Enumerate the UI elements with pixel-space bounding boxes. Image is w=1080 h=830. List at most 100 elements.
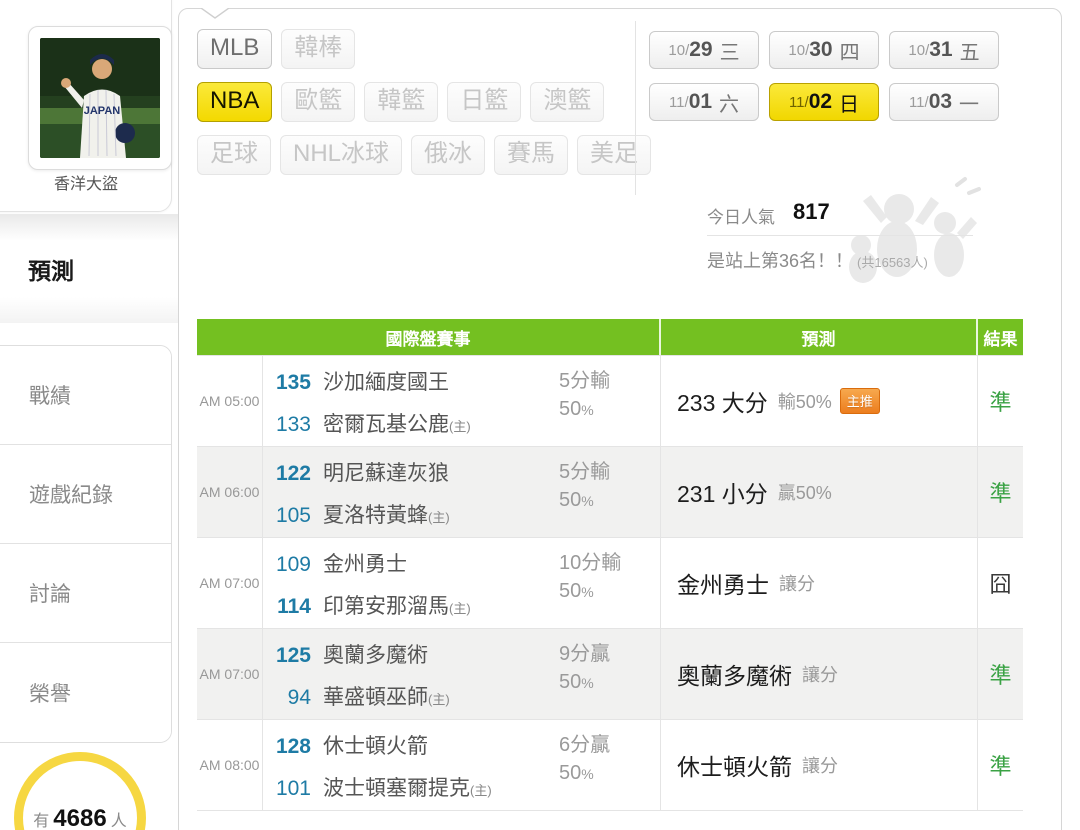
- home-tag: (主): [428, 692, 450, 707]
- popularity-divider: [707, 235, 973, 236]
- table-row: AM 05:00 135 沙加緬度國王 133 密爾瓦基公鹿(主) 5分輸 50% 2…: [197, 355, 1023, 446]
- main-pick-badge: 主推: [839, 388, 880, 414]
- prediction-cell: 231 小分 贏50%: [661, 447, 978, 537]
- tabs-divider: [635, 21, 636, 195]
- date-tab-1102[interactable]: 11/02 日: [769, 83, 879, 121]
- away-score: 125: [275, 644, 311, 667]
- result-mark: 準: [989, 663, 1012, 688]
- result-cell: 準: [978, 720, 1023, 810]
- result-mark: 準: [989, 390, 1012, 415]
- prediction-cell: 休士頓火箭 讓分: [661, 720, 978, 810]
- home-tag: (主): [428, 510, 450, 525]
- prediction-pick: 金州勇士: [677, 572, 769, 598]
- sport-tabs: MLB 韓棒 NBA 歐籃 韓籃 日籃 澳籃 足球 NHL冰球 俄冰 賽馬 美足: [197, 29, 652, 188]
- prediction-pick: 休士頓火箭: [677, 754, 792, 780]
- away-score: 109: [275, 553, 311, 576]
- prediction-pick: 233 大分: [677, 390, 768, 416]
- prediction-cell: 金州勇士 讓分: [661, 538, 978, 628]
- home-team: 波士頓塞爾提克: [323, 777, 470, 800]
- sport-tab-nfl[interactable]: 美足: [577, 135, 652, 175]
- prediction-pick: 231 小分: [677, 481, 768, 507]
- home-score: 133: [275, 413, 311, 436]
- sidebar-item-predictions[interactable]: 預測: [0, 241, 179, 297]
- popularity-rank: 是站上第36名！！ (共16563人): [707, 251, 928, 271]
- predictions-table: 國際盤賽事 預測 結果 AM 05:00 135 沙加緬度國王 133 密爾瓦基公鹿…: [197, 319, 1023, 811]
- prediction-cell: 233 大分 輸50% 主推: [661, 356, 978, 446]
- away-score: 128: [275, 735, 311, 758]
- sport-tab-rus-hockey[interactable]: 俄冰: [411, 135, 486, 175]
- prediction-odds: 輸50%: [777, 392, 832, 412]
- date-tab-1029[interactable]: 10/29 三: [649, 31, 759, 69]
- sport-tab-kbo[interactable]: 韓棒: [281, 29, 356, 69]
- game-cell: 109 金州勇士 114 印第安那溜馬(主) 10分輸 50%: [263, 538, 661, 628]
- avatar[interactable]: JAPAN: [28, 26, 172, 170]
- panel-notch-icon: [201, 8, 229, 19]
- home-score: 101: [275, 777, 311, 800]
- column-header-prediction: 預測: [661, 319, 978, 355]
- sidebar-item-records[interactable]: 戰績: [0, 346, 171, 445]
- game-time: AM 06:00: [197, 447, 263, 537]
- sport-tab-kor-basket[interactable]: 韓籃: [364, 82, 439, 122]
- date-tabs: 10/29 三 10/30 四 10/31 五 11/01 六 11/02 日 11/03…: [649, 31, 999, 135]
- game-time: AM 05:00: [197, 356, 263, 446]
- handicap: 10分輸 50%: [559, 552, 622, 602]
- sport-tab-nba[interactable]: NBA: [197, 82, 273, 122]
- sport-tab-soccer[interactable]: 足球: [197, 135, 271, 175]
- sidebar-item-discussion[interactable]: 討論: [0, 544, 171, 643]
- result-mark: 準: [989, 481, 1012, 506]
- home-score: 94: [287, 686, 311, 709]
- prediction-odds: 讓分: [802, 756, 838, 776]
- sport-tab-nhl[interactable]: NHL冰球: [280, 135, 403, 175]
- table-row: AM 07:00 109 金州勇士 114 印第安那溜馬(主) 10分輸 50% 金州…: [197, 537, 1023, 628]
- home-score: 114: [277, 595, 311, 618]
- away-team: 奧蘭多魔術: [323, 644, 428, 667]
- cheering-crowd-watermark-icon: [849, 177, 981, 283]
- game-cell: 122 明尼蘇達灰狼 105 夏洛特黃蜂(主) 5分輸 50%: [263, 447, 661, 537]
- table-header: 國際盤賽事 預測 結果: [197, 319, 1023, 355]
- away-score: 122: [275, 462, 311, 485]
- home-tag: (主): [449, 601, 471, 616]
- sport-tab-euro-basket[interactable]: 歐籃: [281, 82, 356, 122]
- sidebar-item-game-history[interactable]: 遊戲紀錄: [0, 445, 171, 544]
- sport-tab-aus-basket[interactable]: 澳籃: [530, 82, 605, 122]
- away-team: 金州勇士: [323, 553, 407, 576]
- table-row: AM 08:00 128 休士頓火箭 101 波士頓塞爾提克(主) 6分贏 50% 休…: [197, 719, 1023, 810]
- handicap: 6分贏 50%: [559, 734, 611, 784]
- result-mark: 準: [989, 754, 1012, 779]
- handicap: 5分輸 50%: [559, 370, 611, 420]
- home-tag: (主): [470, 783, 492, 798]
- sport-tab-mlb[interactable]: MLB: [197, 29, 273, 69]
- today-popularity-label: 今日人氣: [707, 208, 775, 227]
- date-tab-1101[interactable]: 11/01 六: [649, 83, 759, 121]
- home-team: 印第安那溜馬: [323, 595, 449, 618]
- home-team: 華盛頓巫師: [323, 686, 428, 709]
- sport-tab-horse-racing[interactable]: 賽馬: [494, 135, 569, 175]
- followers-count: 有 4686 人: [33, 805, 127, 830]
- column-header-games: 國際盤賽事: [197, 319, 661, 355]
- game-time: AM 07:00: [197, 629, 263, 719]
- away-team: 明尼蘇達灰狼: [323, 462, 449, 485]
- result-cell: 囧: [978, 538, 1023, 628]
- table-row: AM 06:00 122 明尼蘇達灰狼 105 夏洛特黃蜂(主) 5分輸 50% 23…: [197, 446, 1023, 537]
- date-tab-1030[interactable]: 10/30 四: [769, 31, 879, 69]
- game-cell: 128 休士頓火箭 101 波士頓塞爾提克(主) 6分贏 50%: [263, 720, 661, 810]
- username: 香洋大盜: [53, 176, 118, 193]
- date-tab-1103[interactable]: 11/03 一: [889, 83, 999, 121]
- home-tag: (主): [449, 419, 471, 434]
- svg-text:JAPAN: JAPAN: [84, 105, 121, 117]
- home-team: 夏洛特黃蜂: [323, 504, 428, 527]
- game-cell: 135 沙加緬度國王 133 密爾瓦基公鹿(主) 5分輸 50%: [263, 356, 661, 446]
- home-score: 105: [275, 504, 311, 527]
- sport-tab-jp-basket[interactable]: 日籃: [447, 82, 522, 122]
- column-header-result: 結果: [983, 329, 1018, 349]
- prediction-odds: 讓分: [802, 665, 838, 685]
- main-panel: MLB 韓棒 NBA 歐籃 韓籃 日籃 澳籃 足球 NHL冰球 俄冰 賽馬 美足: [178, 8, 1062, 830]
- today-popularity-value: 817: [793, 199, 830, 224]
- sidebar-item-honors[interactable]: 榮譽: [0, 643, 171, 742]
- date-tab-1031[interactable]: 10/31 五: [889, 31, 999, 69]
- home-team: 密爾瓦基公鹿: [323, 413, 449, 436]
- table-row: AM 07:00 125 奧蘭多魔術 94 華盛頓巫師(主) 9分贏 50% 奧蘭多魔…: [197, 628, 1023, 719]
- result-cell: 準: [978, 447, 1023, 537]
